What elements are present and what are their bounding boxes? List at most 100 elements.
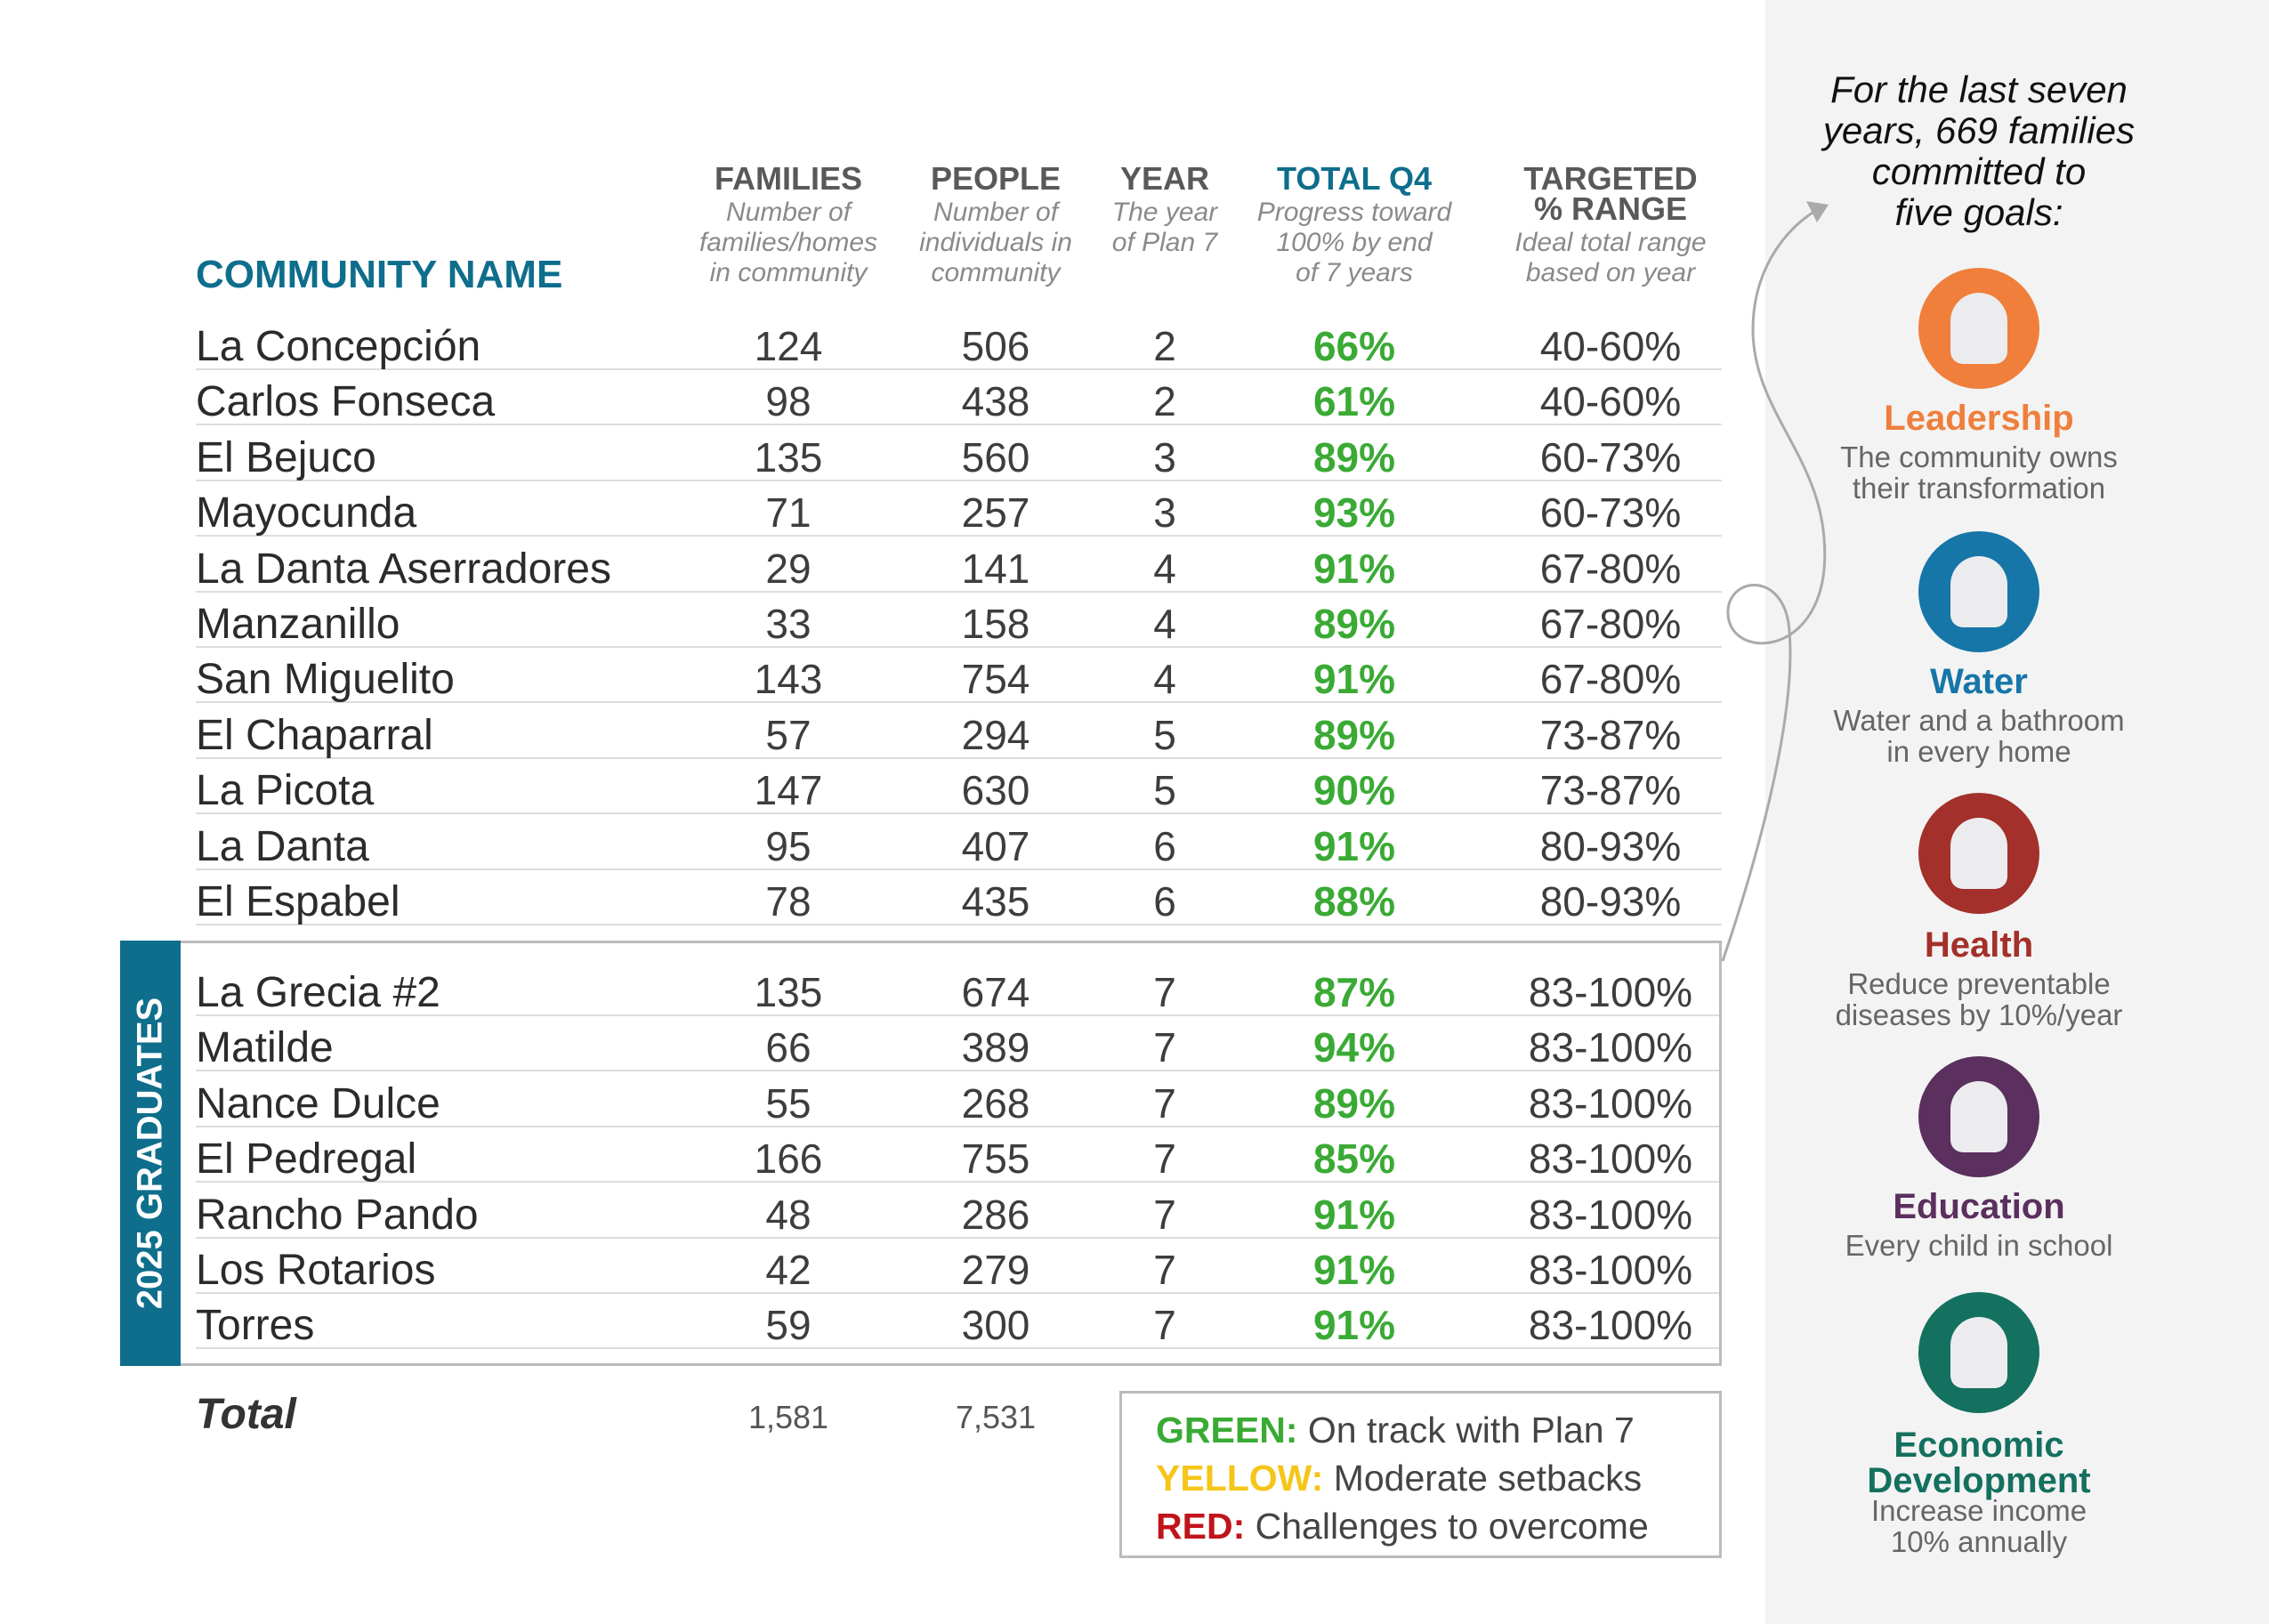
community-name-header: COMMUNITY NAME bbox=[196, 253, 563, 296]
total-q4-percent: 89% bbox=[1312, 1079, 1396, 1127]
people-count: 674 bbox=[961, 969, 1030, 1015]
goal-description: Water and a bathroom in every home bbox=[1833, 704, 2125, 768]
table-row: Rancho Pando 48 286 7 91% 83-100% bbox=[196, 1184, 1722, 1239]
people-count: 294 bbox=[961, 711, 1030, 758]
targeted-range: 73-87% bbox=[1539, 711, 1682, 758]
targeted-subheader: Ideal total range based on year bbox=[1514, 228, 1707, 287]
year-header: YEAR bbox=[1119, 160, 1210, 197]
table-row: Carlos Fonseca 98 438 2 61% 40-60% bbox=[196, 370, 1722, 426]
chart-icon bbox=[1918, 1292, 2039, 1413]
plan-year: 5 bbox=[1153, 767, 1176, 814]
table-row: Nance Dulce 55 268 7 89% 83-100% bbox=[196, 1072, 1722, 1127]
families-count: 59 bbox=[765, 1302, 812, 1349]
people-count: 560 bbox=[961, 433, 1030, 481]
people-header: PEOPLE bbox=[930, 160, 1062, 197]
table-row: El Espabel 78 435 6 88% 80-93% bbox=[196, 870, 1722, 925]
goal-description: The community owns their transformation bbox=[1840, 440, 2118, 505]
plan-year: 2 bbox=[1153, 323, 1176, 369]
plan-year: 3 bbox=[1153, 433, 1176, 481]
total-q4-percent: 88% bbox=[1312, 878, 1396, 925]
community-name: Mayocunda bbox=[196, 489, 417, 537]
families-count: 57 bbox=[765, 711, 812, 758]
backpack-icon bbox=[1918, 1056, 2039, 1177]
plan-year: 4 bbox=[1153, 545, 1176, 592]
families-count: 135 bbox=[754, 969, 823, 1015]
people-count: 407 bbox=[961, 822, 1030, 869]
people-count: 158 bbox=[961, 601, 1030, 647]
targeted-range: 83-100% bbox=[1528, 969, 1693, 1015]
table-row: La Grecia #2 135 674 7 87% 83-100% bbox=[196, 961, 1722, 1016]
legend-text: Challenges to overcome bbox=[1255, 1506, 1649, 1547]
legend-item: RED: Challenges to overcome bbox=[1156, 1502, 1719, 1550]
total-people: 7,531 bbox=[955, 1399, 1037, 1435]
community-name: Los Rotarios bbox=[196, 1247, 436, 1294]
targeted-range: 67-80% bbox=[1539, 601, 1682, 647]
graduates-box bbox=[120, 941, 1722, 1366]
families-count: 48 bbox=[765, 1191, 812, 1238]
community-name: La Danta Aserradores bbox=[196, 545, 611, 593]
people-count: 279 bbox=[961, 1247, 1030, 1293]
legend-key: YELLOW: bbox=[1156, 1458, 1324, 1499]
plan-year: 7 bbox=[1153, 1135, 1176, 1183]
table-row: La Picota 147 630 5 90% 73-87% bbox=[196, 759, 1722, 815]
table-row: San Miguelito 143 754 4 91% 67-80% bbox=[196, 648, 1722, 704]
community-name: La Grecia #2 bbox=[196, 969, 440, 1016]
table-row: Los Rotarios 42 279 7 91% 83-100% bbox=[196, 1239, 1722, 1294]
people-subheader: Number of individuals in community bbox=[919, 198, 1072, 287]
people-count: 257 bbox=[961, 489, 1030, 537]
lightbulb-icon bbox=[1918, 268, 2039, 389]
side-intro: For the last seven years, 669 families com… bbox=[1822, 69, 2136, 233]
families-count: 95 bbox=[765, 822, 812, 869]
legend-text: On track with Plan 7 bbox=[1307, 1410, 1635, 1450]
community-name: La Danta bbox=[196, 822, 369, 870]
people-count: 630 bbox=[961, 767, 1030, 814]
goal-title: Water bbox=[1930, 662, 2028, 701]
targeted-range: 60-73% bbox=[1539, 433, 1682, 481]
targeted-range: 83-100% bbox=[1528, 1024, 1693, 1071]
goal-title: Education bbox=[1893, 1187, 2065, 1226]
targeted-range: 83-100% bbox=[1528, 1191, 1693, 1238]
heart-icon bbox=[1918, 793, 2039, 914]
table-row: Mayocunda 71 257 3 93% 60-73% bbox=[196, 481, 1722, 537]
total-q4-percent: 94% bbox=[1312, 1024, 1396, 1071]
families-count: 135 bbox=[754, 433, 823, 481]
total-q4-percent: 90% bbox=[1312, 767, 1396, 814]
community-name: El Espabel bbox=[196, 878, 400, 925]
families-count: 66 bbox=[765, 1024, 812, 1071]
total-q4-percent: 91% bbox=[1312, 545, 1396, 592]
community-name: El Bejuco bbox=[196, 433, 376, 481]
families-subheader: Number of families/homes in community bbox=[698, 198, 878, 287]
legend-key: GREEN: bbox=[1156, 1410, 1298, 1450]
table-row: La Danta 95 407 6 91% 80-93% bbox=[196, 815, 1722, 870]
total-q4-percent: 89% bbox=[1312, 711, 1396, 758]
targeted-range: 80-93% bbox=[1539, 878, 1682, 925]
legend-text: Moderate setbacks bbox=[1333, 1458, 1643, 1499]
total-q4-percent: 89% bbox=[1312, 433, 1396, 481]
legend-item: GREEN: On track with Plan 7 bbox=[1156, 1406, 1719, 1454]
goal-title: Economic Development bbox=[1867, 1426, 2091, 1500]
total-q4-percent: 91% bbox=[1312, 1247, 1396, 1293]
total-q4-percent: 61% bbox=[1312, 378, 1396, 425]
water-drop-icon bbox=[1918, 531, 2039, 652]
community-name: San Miguelito bbox=[196, 656, 455, 704]
families-count: 143 bbox=[754, 656, 823, 703]
year-subheader: The year of Plan 7 bbox=[1111, 198, 1218, 257]
people-count: 435 bbox=[961, 878, 1030, 925]
plan-year: 6 bbox=[1153, 878, 1176, 925]
table-row: La Danta Aserradores 29 141 4 91% 67-80% bbox=[196, 537, 1722, 593]
families-count: 29 bbox=[765, 545, 812, 592]
people-count: 506 bbox=[961, 323, 1030, 369]
targeted-range: 67-80% bbox=[1539, 656, 1682, 703]
targeted-range: 83-100% bbox=[1528, 1135, 1693, 1183]
total-q4-percent: 91% bbox=[1312, 822, 1396, 869]
plan-year: 7 bbox=[1153, 1191, 1176, 1238]
total-q4-percent: 66% bbox=[1312, 323, 1396, 369]
plan-year: 7 bbox=[1153, 1302, 1176, 1349]
community-name: La Concepción bbox=[196, 323, 481, 370]
table-row: Torres 59 300 7 91% 83-100% bbox=[196, 1294, 1722, 1350]
table-row: La Concepción 124 506 2 66% 40-60% bbox=[196, 315, 1722, 370]
families-count: 124 bbox=[754, 323, 823, 369]
goal-title: Leadership bbox=[1884, 399, 2074, 438]
families-count: 78 bbox=[765, 878, 812, 925]
people-count: 754 bbox=[961, 656, 1030, 703]
